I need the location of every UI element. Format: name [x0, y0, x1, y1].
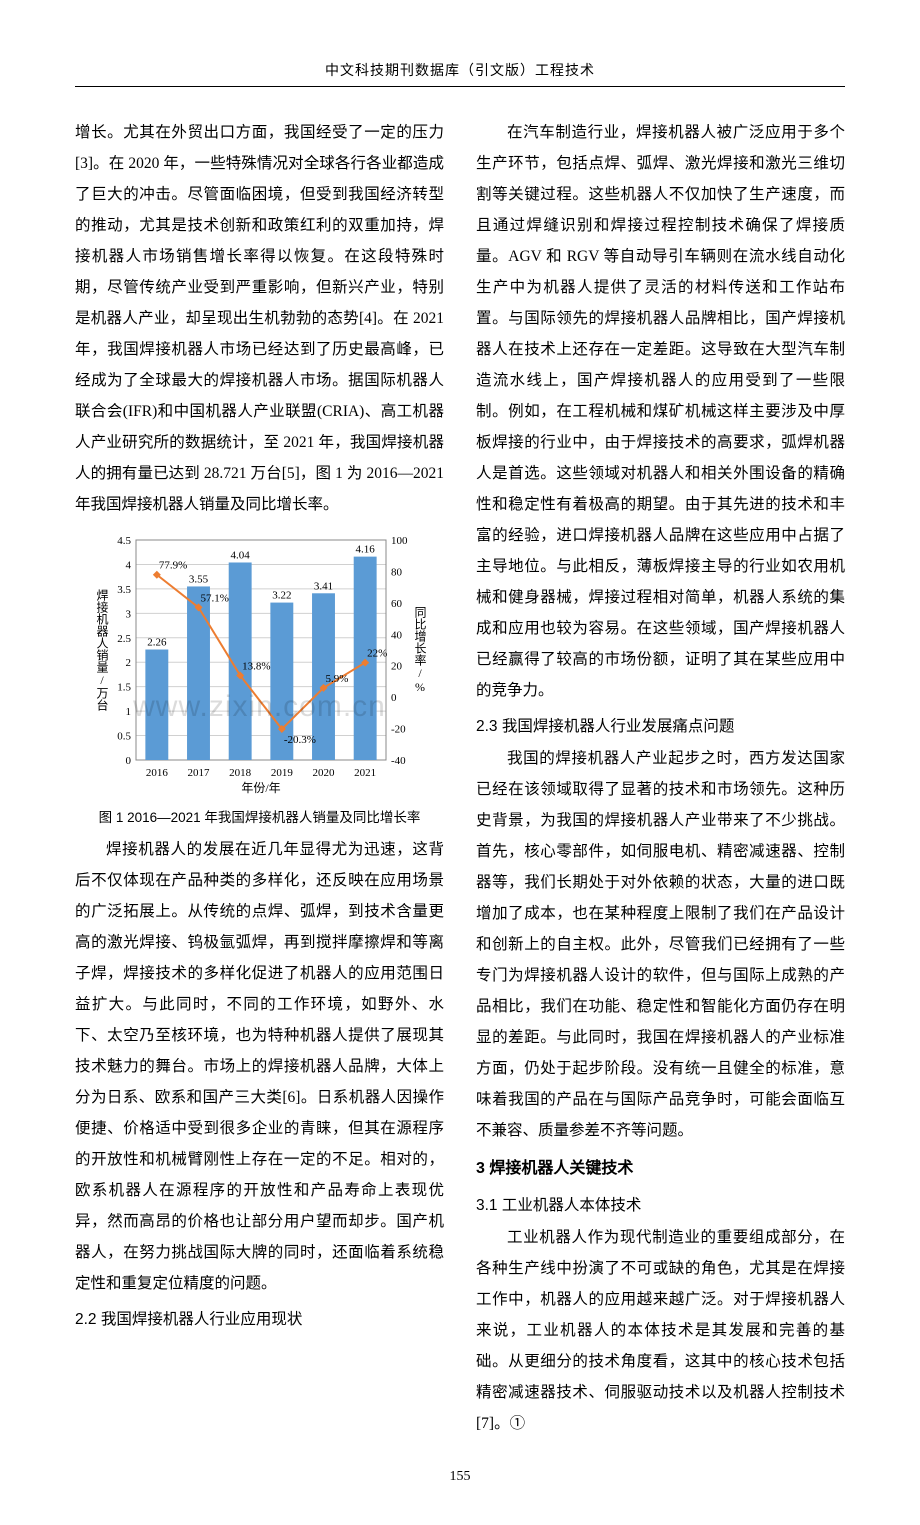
right-paragraph-2: 我国的焊接机器人产业起步之时，西方发达国家已经在该领域取得了显著的技术和市场领先… [476, 743, 845, 1146]
svg-text:2020: 2020 [312, 767, 335, 779]
svg-text:5.9%: 5.9% [325, 673, 348, 685]
svg-text:2.26: 2.26 [147, 637, 167, 649]
right-column: 在汽车制造行业，焊接机器人被广泛应用于多个生产环节，包括点焊、弧焊、激光焊接和激… [476, 117, 845, 1439]
svg-text:22%: 22% [367, 648, 387, 660]
svg-text:4.16: 4.16 [355, 544, 375, 556]
heading-2-3: 2.3 我国焊接机器人行业发展痛点问题 [476, 712, 845, 741]
chart-svg: 0 0.5 1 1.5 2 2.5 3 3.5 4 4.5 -40 -20 0 20 40 60 80 100 2.… [90, 530, 430, 800]
svg-text:100: 100 [391, 535, 408, 547]
svg-text:1: 1 [125, 706, 131, 718]
heading-2-2: 2.2 我国焊接机器人行业应用现状 [75, 1305, 444, 1334]
svg-text:焊接机器人销量/万台: 焊接机器人销量/万台 [95, 588, 109, 711]
figure-caption: 图 1 2016—2021 年我国焊接机器人销量及同比增长率 [75, 806, 444, 826]
svg-text:年份/年: 年份/年 [241, 781, 280, 795]
svg-text:2018: 2018 [229, 767, 252, 779]
right-paragraph-3: 工业机器人作为现代制造业的重要组成部分，在各种生产线中扮演了不可或缺的角色，尤其… [476, 1222, 845, 1439]
page-number: 155 [75, 1469, 845, 1485]
svg-text:57.1%: 57.1% [200, 592, 228, 604]
left-paragraph-2: 焊接机器人的发展在近几年显得尤为迅速，这背后不仅体现在产品种类的多样化，还反映在… [75, 834, 444, 1299]
svg-text:3.22: 3.22 [272, 590, 291, 602]
svg-text:1.5: 1.5 [117, 682, 131, 694]
svg-text:40: 40 [391, 629, 403, 641]
svg-text:4.5: 4.5 [117, 535, 131, 547]
svg-text:-20: -20 [391, 724, 406, 736]
svg-text:3.55: 3.55 [188, 573, 208, 585]
svg-text:4: 4 [125, 559, 131, 571]
page-header: 中文科技期刊数据库（引文版）工程技术 [75, 60, 845, 87]
right-paragraph-1: 在汽车制造行业，焊接机器人被广泛应用于多个生产环节，包括点焊、弧焊、激光焊接和激… [476, 117, 845, 706]
heading-3-1: 3.1 工业机器人本体技术 [476, 1191, 845, 1220]
svg-text:0: 0 [391, 692, 397, 704]
svg-text:0.5: 0.5 [117, 731, 131, 743]
svg-text:同比增长率/%: 同比增长率/% [413, 606, 427, 694]
svg-text:2019: 2019 [270, 767, 293, 779]
svg-text:2021: 2021 [354, 767, 376, 779]
svg-text:0: 0 [125, 755, 131, 767]
svg-text:2.5: 2.5 [117, 633, 131, 645]
svg-text:-20.3%: -20.3% [283, 734, 315, 746]
page: 中文科技期刊数据库（引文版）工程技术 增长。尤其在外贸出口方面，我国经受了一定的… [0, 0, 920, 1525]
left-column: 增长。尤其在外贸出口方面，我国经受了一定的压力[3]。在 2020 年，一些特殊… [75, 117, 444, 1439]
svg-text:4.04: 4.04 [230, 549, 250, 561]
svg-text:20: 20 [391, 661, 403, 673]
svg-text:60: 60 [391, 598, 403, 610]
svg-text:3: 3 [125, 608, 131, 620]
heading-3: 3 焊接机器人关键技术 [476, 1154, 845, 1184]
svg-text:77.9%: 77.9% [158, 560, 186, 572]
two-column-layout: 增长。尤其在外贸出口方面，我国经受了一定的压力[3]。在 2020 年，一些特殊… [75, 117, 845, 1439]
svg-text:2: 2 [125, 657, 131, 669]
svg-text:2017: 2017 [187, 767, 210, 779]
left-paragraph-1: 增长。尤其在外贸出口方面，我国经受了一定的压力[3]。在 2020 年，一些特殊… [75, 117, 444, 520]
svg-text:2016: 2016 [145, 767, 168, 779]
chart-area: www.zixin.com.cn 00.511.522.533.544.5-40… [90, 530, 430, 800]
svg-text:80: 80 [391, 566, 403, 578]
figure-1: www.zixin.com.cn 00.511.522.533.544.5-40… [75, 530, 444, 826]
svg-text:3.41: 3.41 [313, 580, 332, 592]
svg-text:-40: -40 [391, 755, 406, 767]
svg-text:3.5: 3.5 [117, 584, 131, 596]
svg-text:13.8%: 13.8% [242, 660, 270, 672]
